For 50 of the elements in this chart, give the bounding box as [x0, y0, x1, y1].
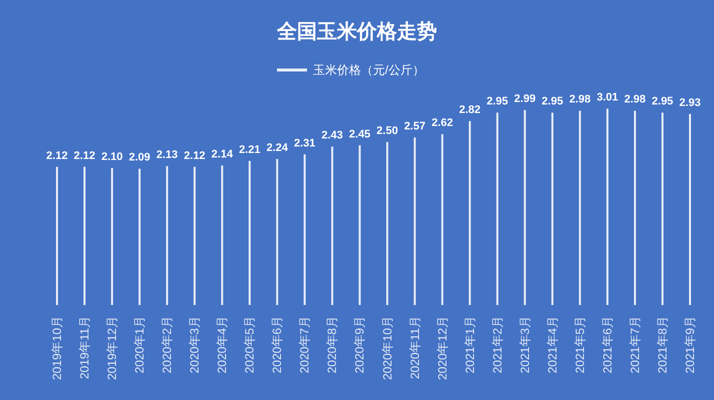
x-tick-label: 2020年9月	[352, 316, 367, 374]
data-label: 2.99	[514, 93, 536, 106]
data-label: 2.95	[542, 96, 564, 108]
x-tick-label: 2021年7月	[628, 316, 642, 374]
x-tick-label: 2020年5月	[242, 316, 257, 374]
data-label: 2.98	[569, 94, 591, 106]
data-label: 2.24	[266, 142, 289, 154]
x-tick-label: 2020年6月	[270, 316, 284, 374]
x-tick-label: 2020年12月	[435, 316, 450, 380]
data-label: 2.57	[404, 120, 426, 132]
x-tick-label: 2021年5月	[572, 316, 587, 374]
x-tick-label: 2020年10月	[380, 316, 394, 380]
x-tick-label: 2020年3月	[188, 316, 202, 374]
data-label: 2.31	[294, 137, 316, 150]
x-tick-label: 2021年4月	[545, 316, 560, 374]
x-tick-label: 2021年8月	[655, 316, 670, 374]
data-label: 2.95	[486, 96, 508, 108]
data-label: 2.93	[679, 96, 701, 109]
x-tick-label: 2021年3月	[518, 316, 532, 374]
data-label: 2.14	[211, 148, 234, 160]
x-tick-label: 2020年2月	[160, 316, 174, 374]
data-label: 2.82	[459, 104, 481, 116]
data-label: 2.45	[349, 128, 370, 140]
data-label: 2.09	[128, 152, 150, 164]
x-tick-label: 2021年2月	[490, 316, 504, 374]
x-tick-label: 2020年7月	[298, 316, 312, 374]
legend-label: 玉米价格（元/公斤）	[313, 63, 424, 77]
data-label: 2.12	[46, 150, 68, 162]
x-tick-label: 2021年9月	[683, 316, 697, 374]
x-tick-label: 2020年1月	[132, 316, 147, 374]
x-tick-label: 2019年11月	[78, 316, 92, 380]
data-label: 2.43	[322, 130, 343, 142]
x-tick-label: 2021年6月	[600, 316, 614, 374]
x-tick-label: 2020年8月	[325, 316, 340, 374]
data-label: 2.95	[652, 96, 674, 108]
x-tick-label: 2020年11月	[408, 316, 422, 380]
data-label: 2.10	[101, 151, 123, 164]
x-tick-label: 2019年10月	[50, 316, 64, 380]
x-tick-label: 2021年1月	[462, 316, 477, 374]
data-label: 2.21	[238, 144, 260, 156]
data-label: 3.01	[596, 92, 618, 104]
data-label: 2.98	[624, 94, 646, 106]
x-tick-label: 2019年12月	[105, 316, 120, 380]
data-label: 2.62	[432, 117, 454, 130]
title: 全国玉米价格走势	[277, 21, 437, 43]
data-label: 2.13	[156, 149, 178, 162]
data-label: 2.12	[184, 150, 206, 162]
x-tick-label: 2020年4月	[215, 316, 230, 374]
data-label: 2.12	[74, 150, 96, 162]
data-label: 2.50	[376, 124, 398, 137]
